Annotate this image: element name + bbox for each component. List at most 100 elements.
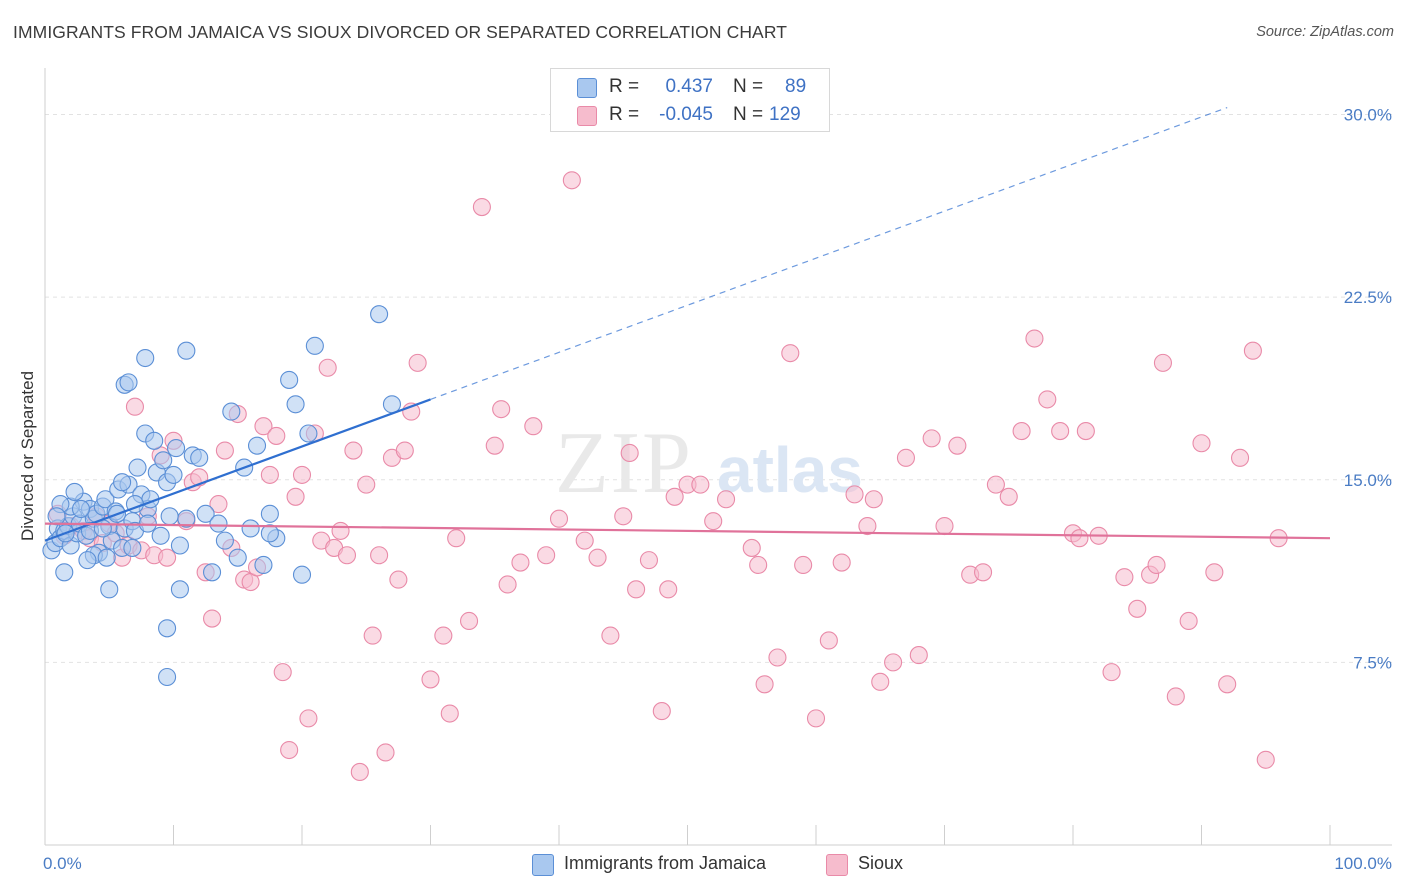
sioux-point: [1205, 563, 1224, 582]
sioux-point: [704, 512, 723, 531]
sioux-point: [1012, 422, 1031, 441]
sioux-point: [357, 475, 376, 494]
sioux-point: [1192, 434, 1211, 453]
sioux-point: [999, 487, 1018, 506]
jamaica-point: [55, 563, 74, 582]
watermark: ZIP atlas: [555, 415, 863, 512]
watermark-atlas: atlas: [717, 434, 863, 506]
sioux-point: [665, 487, 684, 506]
jamaica-point: [286, 395, 305, 414]
sioux-point: [408, 353, 427, 372]
sioux-point: [344, 441, 363, 460]
jamaica-point: [170, 536, 189, 555]
sioux-point: [511, 553, 530, 572]
sioux-point: [472, 198, 491, 217]
jamaica-point: [260, 524, 279, 543]
sioux-point: [549, 509, 569, 528]
sioux-point: [292, 465, 312, 484]
jamaica-point: [154, 451, 173, 470]
jamaica-point: [247, 436, 267, 455]
legend-row-sioux: R = -0.045 N = 129: [551, 101, 829, 129]
sioux-point: [350, 762, 369, 782]
jamaica-point: [113, 473, 132, 492]
y-axis-label: Divorced or Separated: [18, 371, 37, 541]
sioux-point: [575, 531, 594, 550]
sioux-point: [652, 702, 671, 721]
sioux-point: [447, 529, 466, 548]
legend-r-label: R =: [609, 104, 640, 125]
sioux-point: [267, 426, 286, 445]
y-tick-label: 30.0%: [1344, 106, 1392, 125]
sioux-point: [620, 443, 639, 463]
sioux-point: [299, 709, 318, 728]
sioux-point: [318, 358, 337, 377]
jamaica-point: [190, 448, 209, 467]
legend-r-label: R =: [609, 76, 640, 97]
jamaica-point: [305, 336, 324, 355]
jamaica-point: [100, 580, 119, 599]
jamaica-point: [158, 667, 177, 687]
jamaica-point: [241, 519, 260, 538]
sioux-point: [1038, 390, 1057, 409]
jamaica-point: [123, 538, 142, 557]
trend-lines: [44, 106, 1331, 542]
bottom-legend-swatch-jamaica: [532, 854, 554, 876]
y-tick-label: 7.5%: [1353, 653, 1392, 672]
sioux-point: [562, 171, 581, 190]
sioux-point: [639, 551, 659, 570]
tick-labels: 7.5% 15.0% 22.5% 30.0% 0.0% 100.0%: [43, 106, 1392, 873]
jamaica-point: [164, 465, 183, 484]
sioux-point: [858, 516, 877, 536]
jamaica-point: [280, 370, 299, 389]
jamaica-point: [96, 490, 115, 509]
jamaica-point: [65, 482, 84, 501]
sioux-point: [909, 646, 928, 665]
sioux-point: [1153, 353, 1172, 372]
jamaica-point: [78, 551, 97, 570]
bottom-legend-swatch-sioux: [826, 854, 848, 876]
jamaica-point: [228, 548, 247, 567]
legend-swatch-sioux: [577, 106, 597, 126]
sioux-point: [986, 475, 1005, 494]
sioux-point: [973, 563, 993, 582]
sioux-point: [1025, 329, 1044, 348]
sioux-point: [331, 521, 350, 540]
legend-row-jamaica: R = 0.437 N = 89: [551, 73, 829, 101]
jamaica-point: [170, 580, 189, 599]
sioux-point: [691, 475, 710, 494]
sioux-point: [768, 648, 787, 667]
legend-n-value: 89: [785, 76, 807, 97]
axes: [44, 68, 1392, 846]
sioux-point: [498, 575, 517, 594]
bottom-legend-sioux: Sioux: [826, 852, 926, 878]
sioux-point: [1256, 750, 1275, 769]
x-tick-label: 100.0%: [1334, 854, 1392, 873]
jamaica-point: [215, 531, 234, 550]
source-label: Source: ZipAtlas.com: [1256, 24, 1394, 40]
sioux-point: [370, 546, 389, 565]
jamaica-point: [128, 458, 147, 477]
bottom-legend-label-sioux: Sioux: [858, 853, 904, 873]
sioux-point: [395, 441, 414, 460]
legend-r-value: -0.045: [659, 104, 713, 125]
sioux-point: [935, 516, 954, 536]
sioux-point: [125, 397, 144, 416]
legend-swatch-jamaica: [577, 78, 597, 98]
sioux-point: [337, 546, 357, 565]
sioux-point: [627, 580, 646, 599]
x-tick-label: 0.0%: [43, 854, 82, 873]
jamaica-point: [196, 504, 215, 523]
sioux-point: [794, 555, 813, 575]
sioux-point: [440, 704, 459, 723]
sioux-point: [459, 611, 479, 631]
sioux-point: [1231, 448, 1250, 467]
jamaica-point: [177, 509, 196, 528]
jamaica-point: [292, 565, 312, 584]
jamaica-point: [47, 507, 66, 526]
jamaica-point: [260, 504, 279, 523]
sioux-point: [896, 448, 916, 467]
sioux-point: [1128, 599, 1147, 618]
sioux-point: [716, 490, 736, 509]
y-tick-label: 15.0%: [1344, 471, 1392, 490]
sioux-point: [363, 626, 382, 645]
